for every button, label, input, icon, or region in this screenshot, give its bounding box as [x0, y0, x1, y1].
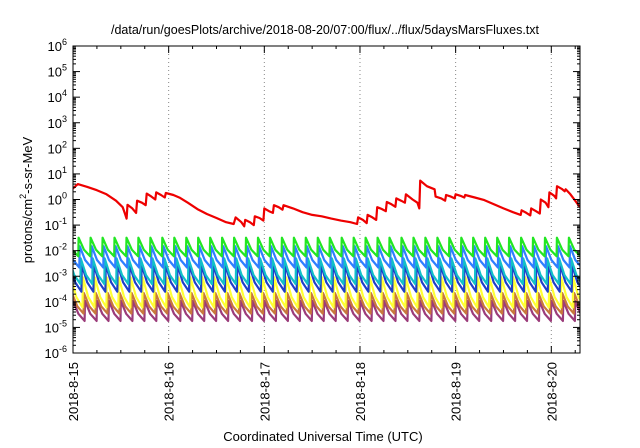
x-tick-label: 2018-8-19: [449, 362, 464, 421]
x-tick-label: 2018-8-17: [257, 362, 272, 421]
y-tick-label: 103: [48, 114, 67, 131]
y-tick-label: 104: [48, 88, 67, 105]
plot-frame: [72, 45, 581, 354]
y-tick-label: 102: [48, 139, 67, 156]
series-line: [73, 276, 580, 309]
series-line: [73, 299, 580, 322]
y-tick-label: 10-5: [45, 318, 67, 335]
y-tick-label: 101: [48, 165, 67, 182]
y-tick-label: 10-3: [45, 267, 67, 284]
series-line: [73, 236, 580, 258]
series-line: [73, 263, 580, 293]
x-tick-label: 2018-8-18: [353, 362, 368, 421]
y-tick-label: 10-1: [45, 216, 67, 233]
y-tick-label: 100: [48, 191, 67, 208]
series-line: [73, 245, 580, 269]
y-axis-label: protons/cm2-s-sr-MeV: [18, 136, 35, 263]
chart-title: /data/run/goesPlots/archive/2018-08-20/0…: [111, 23, 540, 37]
x-tick-label: 2018-8-15: [66, 362, 81, 421]
series-line: [73, 292, 580, 315]
y-tick-label: 10-4: [45, 293, 67, 310]
y-tick-label: 106: [48, 37, 67, 54]
series-layer: [73, 179, 580, 322]
x-tick-label: 2018-8-16: [162, 362, 177, 421]
y-tick-label: 10-6: [45, 344, 67, 361]
y-tick-label: 105: [48, 63, 67, 80]
series-line-red: [73, 179, 580, 228]
axes-layer: 10-6 10-5 10-4 10-3 10-2 10-1 100 101 102 103 104 1…: [45, 37, 581, 421]
series-line: [73, 257, 580, 286]
x-tick-label: 2018-8-20: [544, 362, 559, 421]
y-tick-label: 10-2: [45, 242, 67, 259]
x-axis-label: Coordinated Universal Time (UTC): [223, 429, 422, 444]
